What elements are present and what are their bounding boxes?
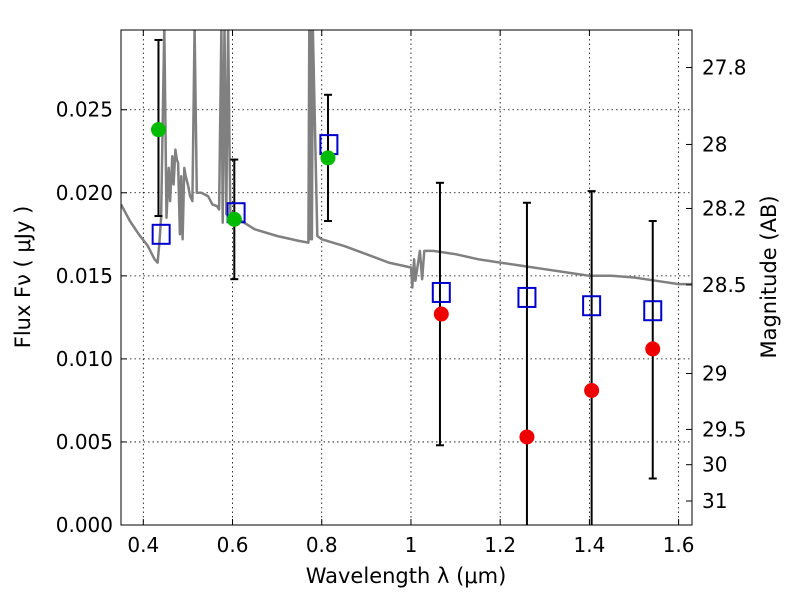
observed-point-red — [584, 382, 600, 398]
x-tick-label: 1 — [405, 533, 418, 557]
x-tick-label: 0.6 — [217, 533, 249, 557]
y-tick-label: 0.020 — [56, 181, 113, 205]
model-flux-square — [643, 300, 663, 322]
observed-point-green — [320, 150, 336, 166]
observed-point-green — [226, 211, 242, 227]
y-tick-label: 0.025 — [56, 98, 113, 122]
right-tick-label: 28.5 — [702, 273, 747, 297]
model-flux-square — [517, 286, 537, 308]
model-flux-square — [151, 223, 171, 245]
x-tick-label: 1.4 — [573, 533, 605, 557]
observed-point-red — [433, 306, 449, 322]
y-tick-label: 0.005 — [56, 430, 113, 454]
right-axis-label: Magnitude (AB) — [757, 195, 781, 358]
template-spectrum-line — [121, 30, 692, 289]
grid-lines — [121, 30, 692, 525]
axis-ticks: 0.4 0.6 0.8 1 1.2 1.4 1.6 0.000 0.005 0.010 0.015 0… — [56, 30, 747, 557]
y-tick-label: 0.000 — [56, 513, 113, 537]
observed-point-red — [645, 341, 661, 357]
model-flux-square — [582, 295, 602, 317]
x-axis-label: Wavelength λ (μm) — [306, 564, 507, 588]
x-tick-label: 1.6 — [663, 533, 695, 557]
right-tick-label: 31 — [702, 489, 727, 513]
plot-frame — [120, 29, 693, 526]
plot-area — [121, 30, 692, 525]
observed-point-green — [150, 122, 166, 138]
y-axis-label: Flux Fν ( μJy ) — [11, 206, 35, 349]
right-tick-label: 27.8 — [702, 55, 747, 79]
observed-point-red — [519, 429, 535, 445]
plot-clipped — [121, 30, 692, 525]
y-tick-label: 0.010 — [56, 347, 113, 371]
x-tick-label: 0.4 — [127, 533, 159, 557]
right-tick-label: 29.5 — [702, 417, 747, 441]
y-tick-label: 0.015 — [56, 264, 113, 288]
right-tick-label: 29 — [702, 361, 727, 385]
model-flux-square — [431, 281, 451, 303]
right-tick-label: 28 — [702, 132, 727, 156]
right-tick-label: 28.2 — [702, 196, 747, 220]
right-tick-label: 30 — [702, 453, 727, 477]
x-tick-label: 1.2 — [484, 533, 516, 557]
x-tick-label: 0.8 — [306, 533, 338, 557]
